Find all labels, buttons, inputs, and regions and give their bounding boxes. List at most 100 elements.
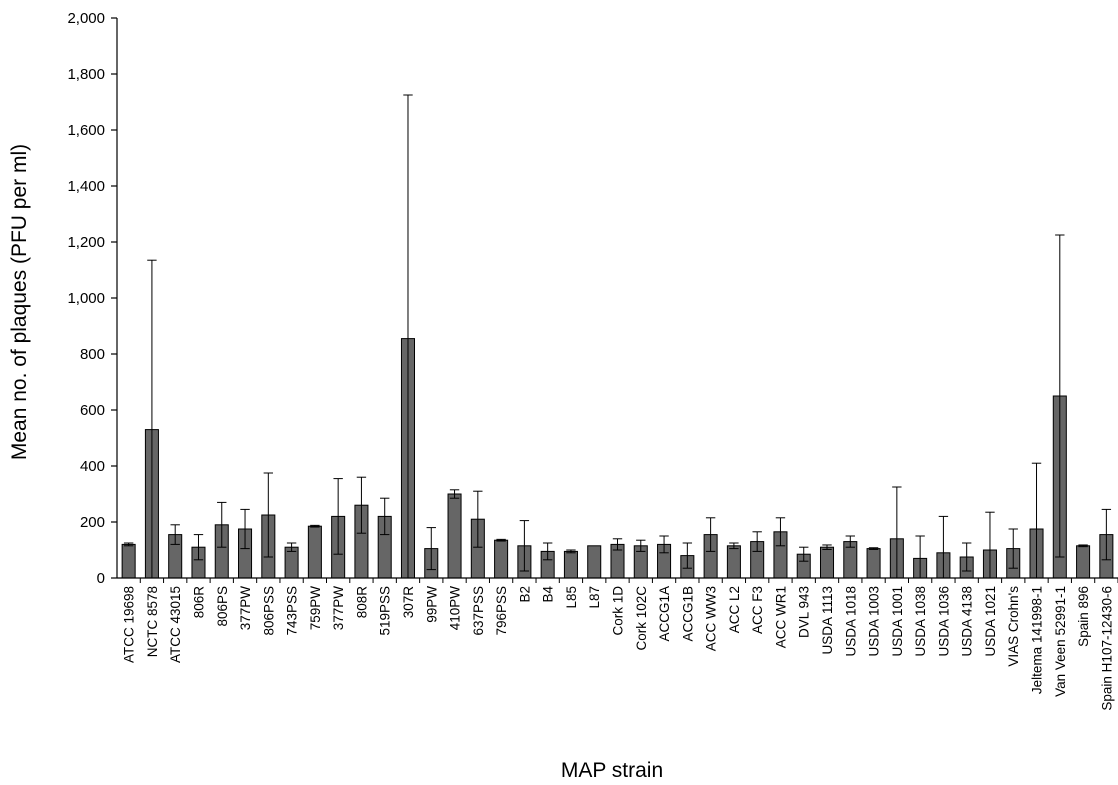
x-tick-label: USDA 1113 — [820, 586, 835, 655]
error-bar — [729, 542, 739, 550]
error-bar — [380, 497, 390, 536]
error-bar — [496, 538, 506, 542]
error-bar — [659, 535, 669, 554]
x-tick-label: USDA 1018 — [843, 586, 858, 657]
x-tick-label: Spain H107-12430-6 — [1099, 586, 1114, 711]
x-tick-label: Van Veen 52991-1 — [1053, 586, 1068, 697]
error-bar — [636, 539, 646, 552]
y-axis: 0 200 400 600 800 1,000 1,200 1,400 1,600 1,800 2,… — [67, 10, 118, 587]
error-bar — [705, 517, 716, 552]
x-tick-label: 637PSS — [471, 586, 486, 636]
y-tick-label: 1,600 — [67, 122, 105, 139]
error-bar — [449, 489, 460, 499]
error-bar — [612, 538, 623, 551]
error-bar — [473, 490, 483, 548]
error-bars — [123, 94, 1112, 579]
x-tick-label: ACC L2 — [727, 586, 742, 633]
error-bar — [799, 546, 809, 562]
error-bar — [1078, 544, 1088, 548]
x-tick-label: USDA 1021 — [983, 586, 998, 657]
x-tick-label: 377PW — [331, 586, 346, 631]
x-tick-label: Cork 1D — [611, 586, 626, 636]
y-tick-label: 1,200 — [67, 234, 105, 251]
x-tick-label: L85 — [564, 586, 579, 609]
y-tick-label: 800 — [80, 346, 105, 363]
error-bar — [263, 472, 274, 558]
error-bar — [1055, 234, 1065, 558]
error-bar — [240, 508, 250, 550]
x-tick-label: 806PS — [215, 586, 230, 627]
error-bar — [682, 542, 693, 569]
x-tick-label: ACC WW3 — [704, 586, 719, 651]
error-bar — [822, 544, 832, 550]
x-tick-label: 410PW — [448, 586, 463, 631]
x-axis-title: MAP strain — [561, 759, 663, 782]
x-tick-label: Jeltema 141998-1 — [1030, 586, 1045, 694]
x-tick-label: 806R — [191, 586, 206, 619]
x-tick-label: NCTC 8578 — [145, 586, 160, 657]
error-bar — [1008, 528, 1018, 569]
x-tick-label: USDA 4138 — [960, 586, 975, 657]
y-tick-label: 200 — [80, 514, 105, 531]
x-tick-label: ACC WR1 — [773, 586, 788, 648]
bar — [726, 545, 741, 579]
y-axis-title: Mean no. of plaques (PFU per ml) — [8, 144, 31, 460]
error-bar — [566, 549, 576, 554]
error-bar — [845, 535, 855, 548]
y-tick-label: 0 — [97, 570, 105, 587]
error-bar — [123, 542, 134, 547]
x-tick-label: USDA 1003 — [867, 586, 882, 657]
x-tick-label: 796PSS — [494, 586, 509, 636]
bar — [866, 548, 881, 579]
bar — [587, 545, 602, 579]
bar — [563, 550, 578, 579]
error-bar — [170, 524, 180, 545]
bar — [1076, 545, 1091, 579]
x-tick-label: 808R — [354, 586, 369, 619]
error-bar — [356, 476, 367, 534]
error-bar — [775, 517, 786, 547]
bar — [307, 525, 322, 579]
bar — [121, 543, 136, 579]
x-tick-label: ACCG1B — [680, 586, 695, 642]
x-tick-label: B4 — [541, 586, 556, 603]
x-tick-label: L87 — [587, 586, 602, 609]
error-bar — [542, 542, 553, 561]
x-tick-label: 806PSS — [261, 586, 276, 636]
x-tick-label: 307R — [401, 586, 416, 619]
y-tick-label: 600 — [80, 402, 105, 419]
error-bar — [752, 531, 762, 552]
error-bar — [193, 534, 204, 561]
error-bar — [1101, 508, 1112, 561]
x-tick-label: ACCG1A — [657, 586, 672, 642]
y-tick-label: 400 — [80, 458, 105, 475]
x-tick-label: 99PW — [424, 586, 439, 623]
error-bar — [426, 527, 436, 571]
x-tick-label: ATCC 19698 — [122, 586, 137, 663]
x-tick-label: 377PW — [238, 586, 253, 631]
x-tick-label: ATCC 43015 — [168, 586, 183, 663]
bar — [447, 493, 462, 579]
x-tick-label: Cork 102C — [634, 586, 649, 651]
x-tick-label: USDA 1001 — [890, 586, 905, 657]
x-tick-label: Spain 896 — [1076, 586, 1091, 647]
error-bar — [333, 478, 343, 555]
x-tick-label: 743PSS — [285, 586, 300, 636]
x-tick-label: ACC F3 — [750, 586, 765, 634]
x-tick-label: DVL 943 — [797, 586, 812, 638]
y-tick-label: 1,000 — [67, 290, 105, 307]
error-bar — [310, 524, 320, 528]
error-bar — [286, 542, 297, 552]
error-bar — [868, 547, 879, 550]
x-tick-label: USDA 1036 — [936, 586, 951, 657]
bar — [819, 546, 835, 579]
error-bar — [519, 520, 530, 572]
error-bar — [961, 542, 972, 572]
bar — [494, 539, 509, 579]
x-tick-label: VIAS Crohn's — [1006, 586, 1021, 667]
x-tick-label: B2 — [517, 586, 532, 603]
y-tick-label: 2,000 — [67, 10, 105, 27]
x-tick-label: 519PSS — [378, 586, 393, 636]
x-axis: ATCC 19698 NCTC 8578 ATCC 43015 806R 806PS 37… — [117, 577, 1118, 711]
